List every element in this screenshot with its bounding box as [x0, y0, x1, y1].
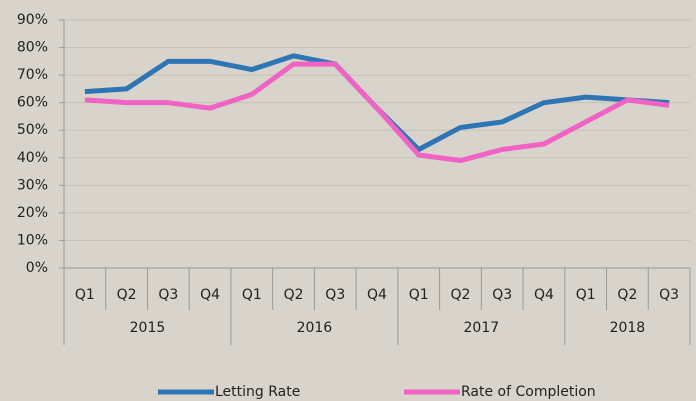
x-tick-label: Q1 [576, 287, 596, 303]
x-tick-label: Q3 [325, 287, 345, 303]
x-tick-label: Q1 [242, 287, 262, 303]
x-tick-label: Q2 [117, 287, 137, 303]
y-tick-label: 10% [17, 232, 48, 248]
x-tick-label: Q4 [367, 287, 387, 303]
x-tick-label: Q1 [409, 287, 429, 303]
x-tick-label: Q2 [450, 287, 470, 303]
group-label: 2018 [610, 320, 646, 336]
x-tick-label: Q4 [534, 287, 554, 303]
y-tick-label: 0% [26, 260, 48, 276]
y-tick-label: 90% [17, 12, 48, 28]
y-tick-label: 40% [17, 150, 48, 166]
legend-label: Rate of Completion [461, 384, 596, 400]
x-tick-label: Q4 [200, 287, 220, 303]
group-label: 2017 [464, 320, 500, 336]
y-tick-label: 50% [17, 122, 48, 138]
y-tick-label: 80% [17, 40, 48, 56]
y-tick-label: 20% [17, 205, 48, 221]
x-tick-label: Q3 [158, 287, 178, 303]
y-tick-label: 60% [17, 95, 48, 111]
group-label: 2016 [297, 320, 333, 336]
x-tick-label: Q2 [284, 287, 304, 303]
x-tick-label: Q3 [659, 287, 679, 303]
x-tick-label: Q2 [617, 287, 637, 303]
series-line [84, 61, 670, 164]
group-label: 2015 [130, 320, 166, 336]
y-tick-label: 70% [17, 67, 48, 83]
y-tick-label: 30% [17, 177, 48, 193]
x-tick-label: Q1 [75, 287, 95, 303]
legend-label: Letting Rate [215, 384, 300, 400]
x-tick-label: Q3 [492, 287, 512, 303]
